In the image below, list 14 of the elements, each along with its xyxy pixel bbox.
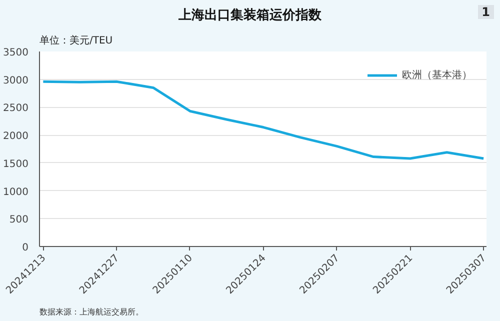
y-tick-label: 2500 bbox=[3, 103, 29, 114]
y-tick-label: 3500 bbox=[3, 48, 29, 58]
source-note: 数据来源：上海航运交易所。 bbox=[40, 308, 144, 316]
line-series bbox=[42, 80, 485, 160]
text: 1 bbox=[478, 5, 494, 19]
y-tick-label: 1000 bbox=[3, 186, 29, 198]
y-tick-label: 1500 bbox=[3, 158, 29, 170]
legend-label: 欧洲（基本港） bbox=[402, 68, 472, 82]
y-tick-label: 0 bbox=[22, 242, 29, 254]
chart-title: 上海出口集装箱运价指数 bbox=[178, 8, 322, 23]
y-tick-label: 500 bbox=[9, 214, 29, 226]
y-tick-label: 3000 bbox=[3, 75, 29, 86]
y-axis-title: 单位：美元/TEU bbox=[40, 34, 113, 46]
y-tick-label: 2000 bbox=[3, 131, 29, 142]
